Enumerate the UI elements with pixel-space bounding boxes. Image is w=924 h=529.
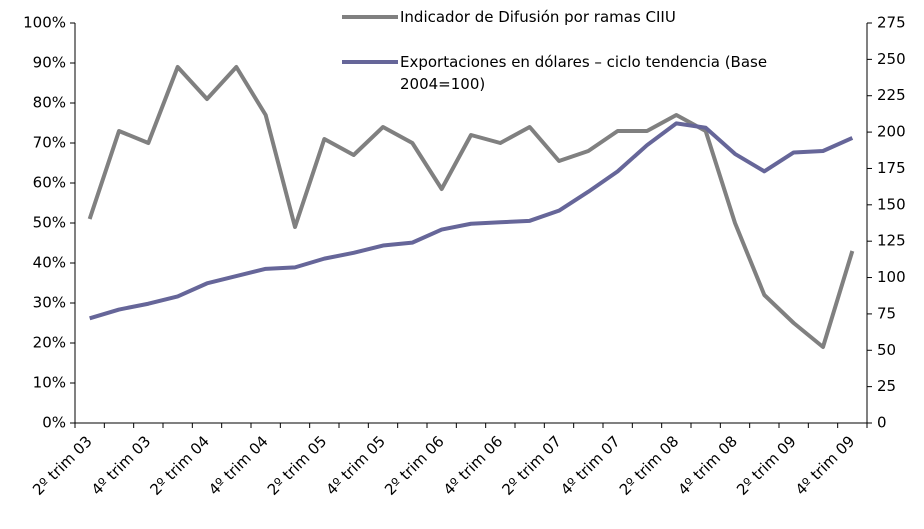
y2-tick-label: 250 [877,50,906,68]
y2-tick-label: 100 [877,268,906,286]
y2-tick-label: 150 [877,195,906,213]
x-tick-label: 2º trim 03 [29,432,96,499]
y-tick-label: 80% [33,94,66,112]
series-line [89,121,854,321]
x-tick-label: 4º trim 03 [88,432,155,499]
y2-tick-label: 0 [877,414,887,432]
y2-tick-label: 125 [877,232,906,250]
series-line [87,65,855,349]
x-tick-label: 2º trim 05 [264,432,331,499]
y-tick-label: 0% [42,414,66,432]
x-tick-label: 2º trim 08 [616,432,683,499]
x-tick-label: 4º trim 04 [205,432,272,499]
y-tick-label: 60% [33,174,66,192]
y-tick-label: 30% [33,294,66,312]
x-tick-label: 4º trim 08 [674,432,741,499]
y2-tick-label: 25 [877,377,896,395]
x-tick-label: 4º trim 07 [557,432,624,499]
x-tick-label: 4º trim 06 [440,432,507,499]
x-tick-label: 4º trim 09 [792,432,859,499]
legend-label: Exportaciones en dólares – ciclo tendenc… [400,53,768,93]
x-tick-label: 4º trim 05 [322,432,389,499]
y-tick-label: 10% [33,374,66,392]
y2-tick-label: 50 [877,341,896,359]
x-tick-label: 2º trim 09 [733,432,800,499]
y2-tick-label: 75 [877,304,896,322]
y2-tick-label: 225 [877,86,906,104]
y2-tick-label: 175 [877,159,906,177]
y-tick-label: 100% [23,14,66,32]
y-tick-label: 70% [33,134,66,152]
x-tick-label: 2º trim 06 [381,432,448,499]
x-tick-label: 2º trim 07 [498,432,565,499]
y-tick-label: 90% [33,54,66,72]
y2-tick-label: 200 [877,123,906,141]
y-tick-label: 50% [33,214,66,232]
y-tick-label: 20% [33,334,66,352]
y2-tick-label: 275 [877,14,906,32]
x-tick-label: 2º trim 04 [146,432,213,499]
y-tick-label: 40% [33,254,66,272]
legend-label: Indicador de Difusión por ramas CIIU [400,8,676,26]
